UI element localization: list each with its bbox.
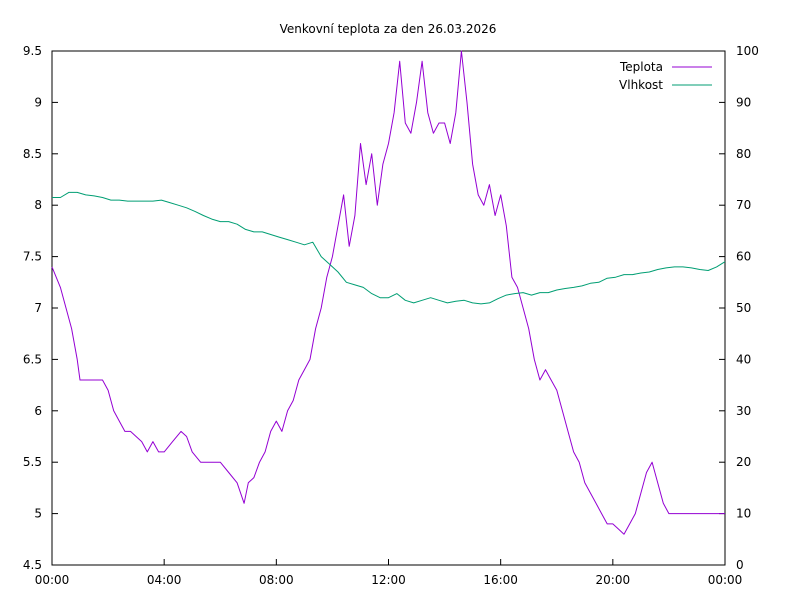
- x-tick-label: 08:00: [259, 573, 294, 587]
- x-tick-label: 04:00: [147, 573, 182, 587]
- y-tick-label: 8.5: [23, 147, 42, 161]
- x-tick-label: 00:00: [35, 573, 70, 587]
- y-tick-label: 4.5: [23, 558, 42, 572]
- x-tick-label: 00:00: [708, 573, 743, 587]
- x-axis: 00:00 04:00 08:00 12:00 16:00 20:00 00:00: [35, 559, 743, 587]
- y2-tick-label: 50: [736, 301, 751, 315]
- y-tick-label: 7: [34, 301, 42, 315]
- y2-tick-label: 40: [736, 352, 751, 366]
- series-line-teplota: [51, 50, 725, 535]
- x-tick-label: 16:00: [483, 573, 518, 587]
- legend: Teplota Vlhkost: [619, 60, 712, 92]
- y-tick-label: 6.5: [23, 352, 42, 366]
- y2-tick-label: 0: [736, 558, 744, 572]
- legend-label: Teplota: [619, 60, 663, 74]
- y-tick-label: 8: [34, 198, 42, 212]
- chart-title: Venkovní teplota za den 26.03.2026: [280, 22, 497, 36]
- x-tick-label: 20:00: [596, 573, 631, 587]
- y-tick-label: 6: [34, 404, 42, 418]
- y2-tick-label: 90: [736, 95, 751, 109]
- y2-tick-label: 60: [736, 250, 751, 264]
- y2-tick-label: 20: [736, 455, 751, 469]
- y2-tick-label: 100: [736, 44, 759, 58]
- y-tick-label: 5.5: [23, 455, 42, 469]
- plot-border: [51, 50, 726, 566]
- y-axis-left: 4.5 5 5.5 6 6.5 7 7.5 8 8.5 9 9.5: [23, 44, 58, 572]
- series-line-vlhkost: [52, 191, 726, 305]
- series-lines: [51, 50, 726, 535]
- y2-tick-label: 80: [736, 147, 751, 161]
- x-tick-label: 12:00: [371, 573, 406, 587]
- y-tick-label: 7.5: [23, 250, 42, 264]
- y-axis-right: 0 10 20 30 40 50 60 70 80 90 100: [719, 44, 759, 572]
- y-tick-label: 9.5: [23, 44, 42, 58]
- y-tick-label: 9: [34, 95, 42, 109]
- y2-tick-label: 10: [736, 507, 751, 521]
- y2-tick-label: 30: [736, 404, 751, 418]
- y2-tick-label: 70: [736, 198, 751, 212]
- legend-label: Vlhkost: [619, 78, 663, 92]
- y-tick-label: 5: [34, 507, 42, 521]
